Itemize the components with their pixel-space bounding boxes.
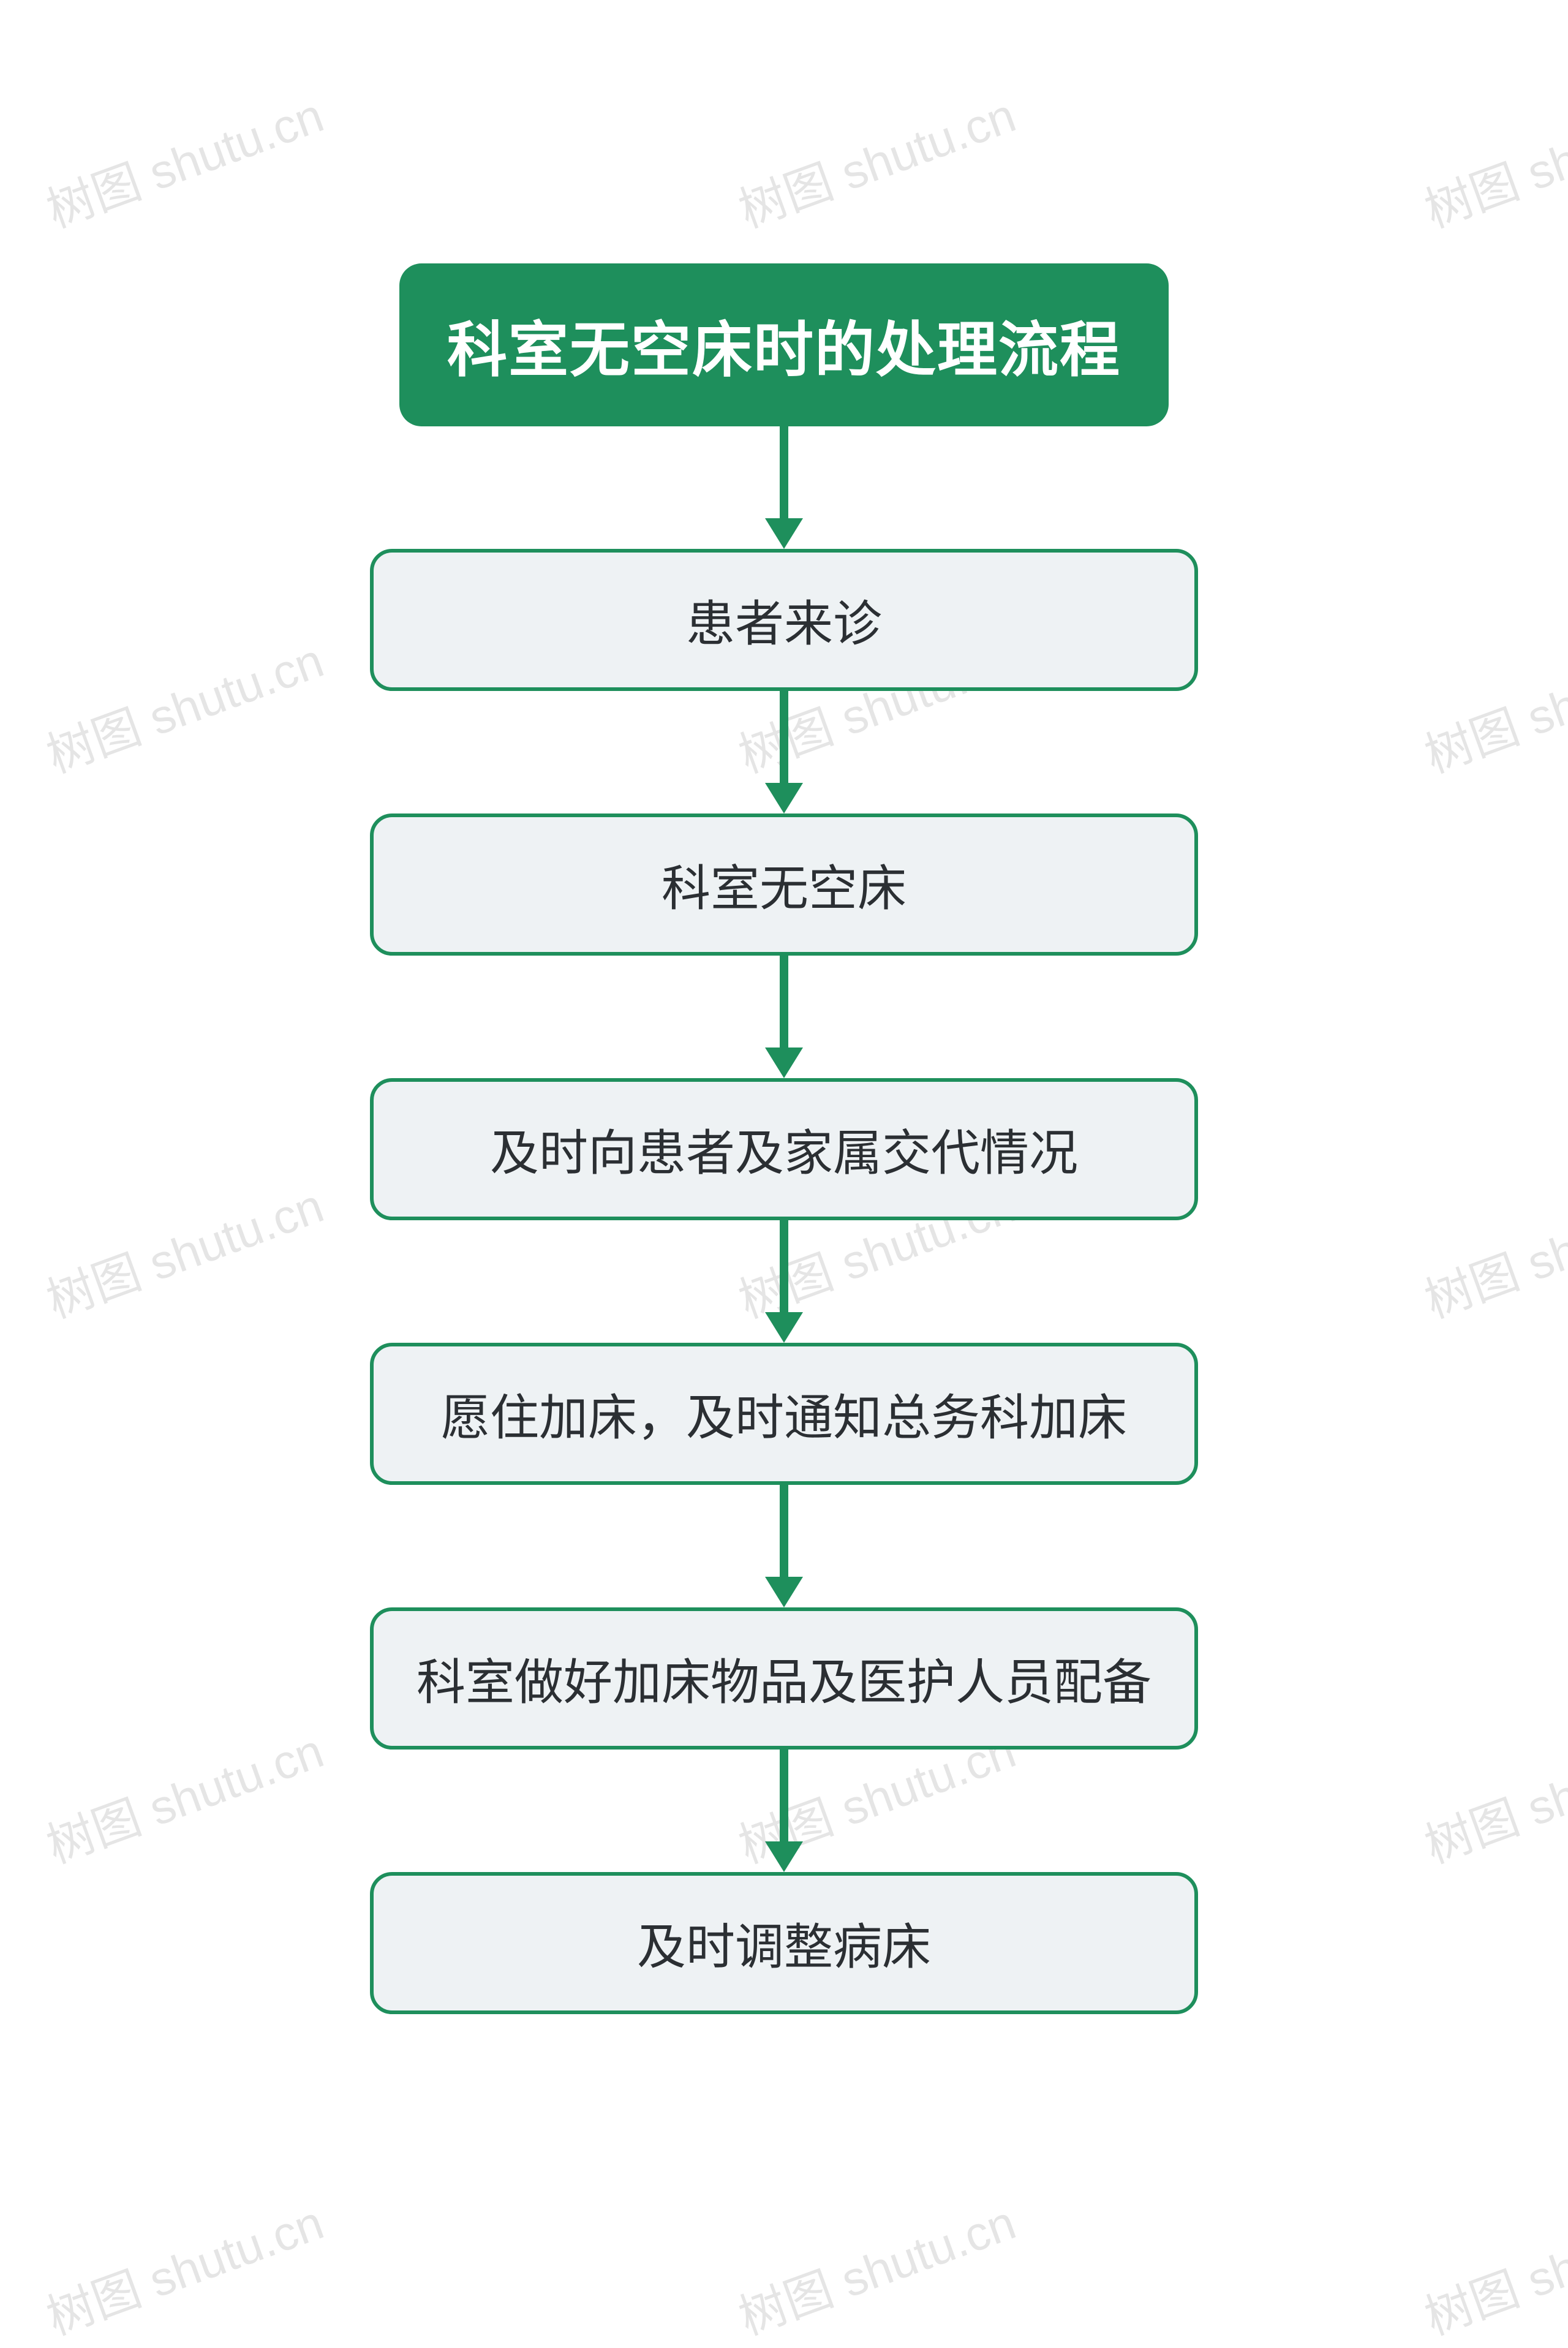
arrow-line bbox=[780, 1750, 788, 1841]
watermark-text: 树图 shutu.cn bbox=[36, 78, 331, 241]
arrow-head-icon bbox=[765, 1048, 803, 1078]
arrow-head-icon bbox=[765, 1577, 803, 1607]
watermark-text: 树图 shutu.cn bbox=[1414, 623, 1568, 787]
flow-arrow bbox=[370, 426, 1198, 549]
arrow-head-icon bbox=[765, 518, 803, 549]
watermark-text: 树图 shutu.cn bbox=[1414, 2185, 1568, 2348]
arrow-line bbox=[780, 956, 788, 1048]
watermark-text: 树图 shutu.cn bbox=[1414, 1713, 1568, 1877]
diagram-canvas: 树图 shutu.cn 树图 shutu.cn 树图 shutu.cn 树图 shut… bbox=[0, 0, 1568, 2337]
flow-arrow bbox=[370, 691, 1198, 813]
flow-step-node: 愿住加床，及时通知总务科加床 bbox=[370, 1343, 1198, 1485]
arrow-line bbox=[780, 691, 788, 783]
watermark-text: 树图 shutu.cn bbox=[36, 2185, 331, 2348]
flow-step-node: 科室无空床 bbox=[370, 813, 1198, 956]
watermark-text: 树图 shutu.cn bbox=[1414, 1168, 1568, 1332]
arrow-line bbox=[780, 426, 788, 518]
flow-title-node: 科室无空床时的处理流程 bbox=[399, 263, 1169, 426]
watermark-text: 树图 shutu.cn bbox=[36, 1168, 331, 1332]
flow-arrow bbox=[370, 1750, 1198, 1872]
flow-step-node: 及时向患者及家属交代情况 bbox=[370, 1078, 1198, 1220]
watermark-text: 树图 shutu.cn bbox=[36, 623, 331, 787]
flow-steps-root: 患者来诊科室无空床及时向患者及家属交代情况愿住加床，及时通知总务科加床科室做好加… bbox=[370, 426, 1198, 2014]
flow-step-node: 及时调整病床 bbox=[370, 1872, 1198, 2014]
flow-arrow bbox=[370, 1220, 1198, 1343]
arrow-head-icon bbox=[765, 1841, 803, 1872]
watermark-text: 树图 shutu.cn bbox=[36, 1713, 331, 1877]
watermark-text: 树图 shutu.cn bbox=[728, 78, 1023, 241]
arrow-head-icon bbox=[765, 783, 803, 813]
flowchart: 科室无空床时的处理流程 患者来诊科室无空床及时向患者及家属交代情况愿住加床，及时… bbox=[370, 263, 1198, 2014]
flow-step-node: 患者来诊 bbox=[370, 549, 1198, 691]
arrow-line bbox=[780, 1485, 788, 1577]
arrow-head-icon bbox=[765, 1312, 803, 1343]
flow-arrow bbox=[370, 1485, 1198, 1607]
flow-arrow bbox=[370, 956, 1198, 1078]
arrow-line bbox=[780, 1220, 788, 1312]
flow-step-node: 科室做好加床物品及医护人员配备 bbox=[370, 1607, 1198, 1750]
watermark-text: 树图 shutu.cn bbox=[728, 2185, 1023, 2348]
watermark-text: 树图 shutu.cn bbox=[1414, 78, 1568, 241]
